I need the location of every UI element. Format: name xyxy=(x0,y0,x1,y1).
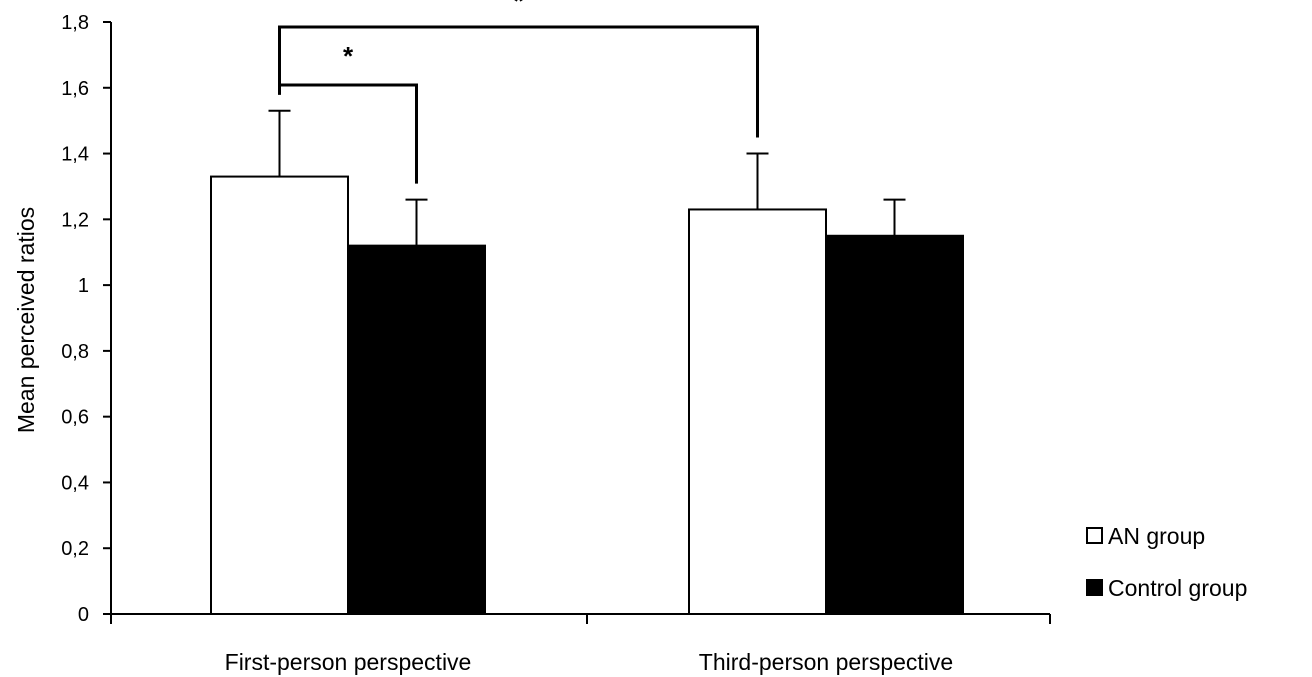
bar-control-group xyxy=(825,234,964,615)
y-tick-label: 0,6 xyxy=(61,407,89,429)
legend-swatch-an-group xyxy=(1086,527,1103,544)
significance-star: * xyxy=(343,41,354,71)
x-category-label: First-person perspective xyxy=(225,649,472,675)
y-tick-label: 0,4 xyxy=(61,472,89,494)
legend-label-control-group: Control group xyxy=(1108,575,1247,601)
legend-swatch-control-group xyxy=(1086,579,1103,596)
y-tick-label: 1 xyxy=(78,275,89,297)
y-tick-label: 0,8 xyxy=(61,341,89,363)
y-tick-label: 0 xyxy=(78,604,89,626)
bar-an-group xyxy=(688,208,827,615)
y-tick-label: 1,8 xyxy=(61,12,89,34)
legend-label-an-group: AN group xyxy=(1108,523,1205,549)
x-category-label: Third-person perspective xyxy=(699,649,953,675)
y-tick-label: 1,4 xyxy=(61,144,89,166)
y-tick-label: 1,6 xyxy=(61,78,89,100)
significance-bracket xyxy=(278,25,759,138)
bar-an-group xyxy=(210,175,349,615)
y-axis-title: Mean perceived ratios xyxy=(13,207,39,433)
significance-star: * xyxy=(513,0,524,16)
bar-control-group xyxy=(347,244,486,615)
significance-bracket xyxy=(278,83,418,184)
y-tick-label: 0,2 xyxy=(61,538,89,560)
y-tick-label: 1,2 xyxy=(61,209,89,231)
